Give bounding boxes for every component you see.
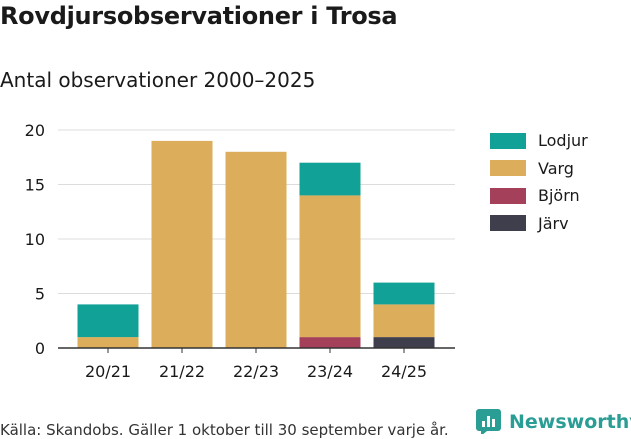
chart-title: Rovdjursobservationer i Trosa: [0, 2, 398, 30]
bar-varg-23-24: [299, 195, 361, 338]
legend-swatch: [490, 187, 526, 204]
bar-varg-20-21: [77, 337, 139, 348]
newsworthy-logo-icon: [476, 409, 501, 434]
y-tick-label: 20: [25, 121, 45, 140]
y-tick-label: 10: [25, 230, 45, 249]
bar-järv-24-25: [373, 337, 435, 348]
bar-björn-23-24: [299, 337, 361, 348]
y-tick-label: 0: [35, 339, 45, 358]
legend-swatch: [490, 215, 526, 232]
x-tick-label: 21/22: [159, 362, 205, 381]
legend-item-björn: Björn: [490, 182, 588, 210]
legend-swatch: [490, 132, 526, 149]
brand-logo: Newsworthy: [476, 409, 631, 434]
source-note: Källa: Skandobs. Gäller 1 oktober till 3…: [0, 421, 449, 439]
legend-item-varg: Varg: [490, 155, 588, 183]
bar-lodjur-24-25: [373, 282, 435, 305]
brand-name: Newsworthy: [509, 410, 631, 433]
legend-label: Björn: [538, 186, 580, 206]
legend-label: Lodjur: [538, 131, 588, 151]
legend-label: Järv: [538, 213, 569, 233]
bar-lodjur-23-24: [299, 162, 361, 196]
x-tick-label: 20/21: [85, 362, 131, 381]
legend-swatch: [490, 160, 526, 177]
x-tick-label: 23/24: [307, 362, 353, 381]
legend-label: Varg: [538, 158, 574, 178]
bar-varg-22-23: [225, 151, 287, 348]
bar-lodjur-20-21: [77, 304, 139, 338]
x-tick-label: 22/23: [233, 362, 279, 381]
bar-varg-24-25: [373, 304, 435, 338]
chart-subtitle: Antal observationer 2000–2025: [0, 68, 316, 92]
bar-varg-21-22: [151, 140, 213, 348]
legend-item-järv: Järv: [490, 210, 588, 238]
x-tick-label: 24/25: [381, 362, 427, 381]
legend-item-lodjur: Lodjur: [490, 127, 588, 155]
chart-canvas: 20/21 21/22 22/23 23/24 24/25 0 5 10 15 20: [25, 121, 455, 381]
y-tick-label: 5: [35, 285, 45, 304]
y-tick-label: 15: [25, 176, 45, 195]
chart-legend: Lodjur Varg Björn Järv: [490, 127, 588, 237]
